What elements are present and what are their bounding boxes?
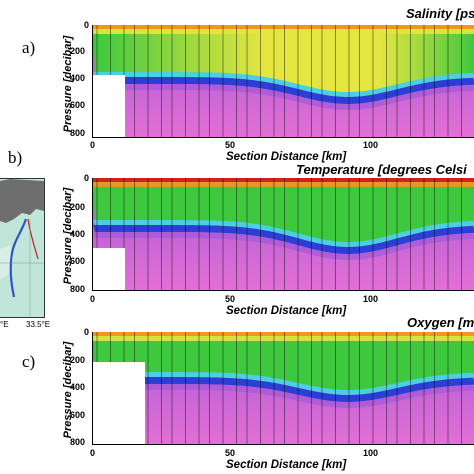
- y-tick-c-0: 0: [84, 327, 90, 337]
- x-tick-a-2: 100: [363, 140, 379, 150]
- inset-map: [0, 178, 45, 318]
- x-tick-b-0: 0: [90, 294, 96, 304]
- panel-title-a: Salinity [ps: [406, 6, 474, 21]
- x-tick-b-2: 100: [363, 294, 379, 304]
- x-axis-label-b: Section Distance [km]: [226, 305, 347, 317]
- x-tick-a-1: 50: [225, 140, 236, 150]
- y-tick-c-4: 800: [70, 437, 86, 447]
- y-tick-b-2: 400: [70, 229, 86, 239]
- y-axis-label-a: Pressure [decibar]: [62, 35, 74, 133]
- panel-label-b: b): [8, 148, 23, 167]
- x-tick-a-0: 0: [90, 140, 96, 150]
- y-tick-a-0: 0: [84, 20, 90, 30]
- y-tick-c-2: 400: [70, 382, 86, 392]
- x-tick-c-1: 50: [225, 448, 236, 458]
- y-tick-c-1: 200: [70, 355, 86, 365]
- panel-title-b: Temperature [degrees Celsi: [296, 162, 467, 177]
- x-axis-label-a: Section Distance [km]: [226, 151, 347, 163]
- y-tick-b-3: 600: [70, 256, 86, 266]
- y-tick-a-1: 200: [70, 46, 86, 56]
- x-tick-c-2: 100: [363, 448, 379, 458]
- panel-title-c: Oxygen [m: [407, 315, 474, 330]
- map-tick-0: °E: [0, 320, 9, 329]
- x-tick-c-0: 0: [90, 448, 96, 458]
- panel-label-a: a): [22, 38, 36, 57]
- y-tick-a-2: 400: [70, 73, 86, 83]
- oxygen-section-plot: [92, 332, 474, 445]
- y-tick-b-4: 800: [70, 284, 86, 294]
- y-tick-a-4: 800: [70, 128, 86, 138]
- map-tick-1: 33.5°E: [26, 320, 51, 329]
- panel-label-c: c): [22, 352, 36, 371]
- x-tick-b-1: 50: [225, 294, 236, 304]
- salinity-section-plot: [92, 25, 474, 138]
- y-tick-c-3: 600: [70, 410, 86, 420]
- y-tick-b-0: 0: [84, 173, 90, 183]
- y-tick-b-1: 200: [70, 202, 86, 212]
- temperature-section-plot: [92, 178, 474, 291]
- x-axis-label-c: Section Distance [km]: [226, 459, 347, 471]
- y-tick-a-3: 600: [70, 100, 86, 110]
